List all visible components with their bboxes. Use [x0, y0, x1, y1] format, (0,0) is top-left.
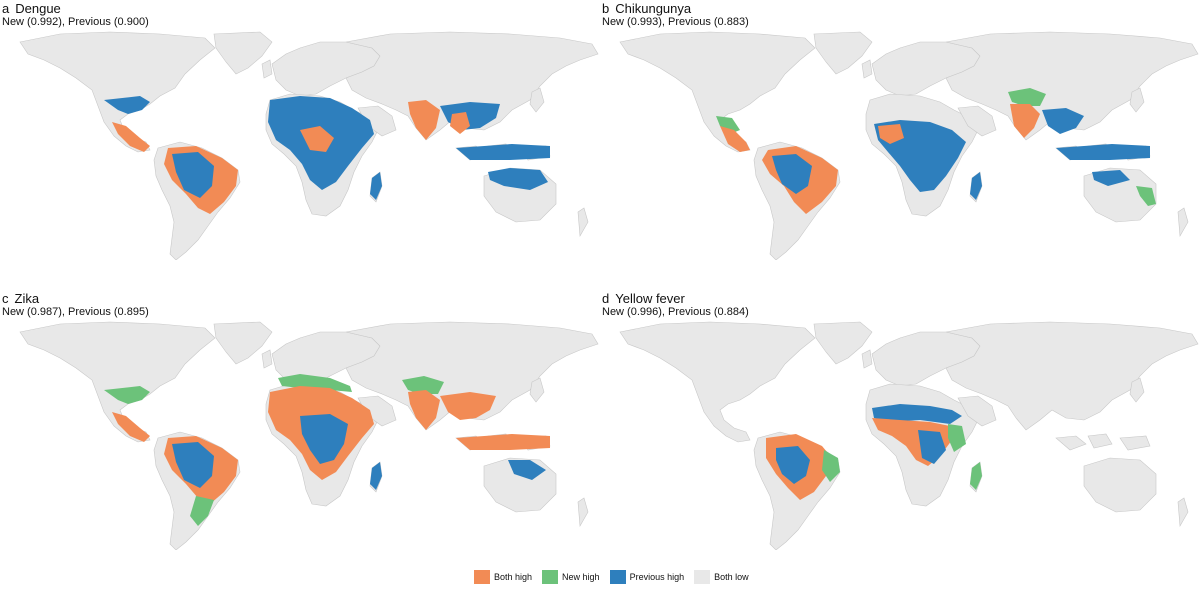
dengue-map: [19, 31, 599, 260]
panel-subtitle: New (0.987), Previous (0.895): [2, 306, 149, 318]
legend-item-both-low: Both low: [694, 570, 749, 584]
region-both-high: [300, 126, 334, 152]
region-previous-high: [370, 172, 382, 200]
panel-title: d Yellow fever: [602, 291, 685, 306]
panel-yellow-fever: d Yellow fever New (0.996), Previous (0.8…: [600, 290, 1200, 580]
region-both-high: [112, 412, 150, 442]
region-previous-high: [776, 446, 810, 484]
legend-swatch-both-high: [474, 570, 490, 584]
legend-swatch-new-high: [542, 570, 559, 584]
region-previous-high: [104, 96, 150, 114]
legend-swatch-previous-high: [609, 570, 626, 584]
region-previous-high: [370, 462, 382, 490]
region-previous-high: [1042, 108, 1084, 134]
region-new-high: [822, 450, 840, 482]
legend-item-new-high: New high: [542, 570, 600, 584]
region-both-high: [720, 126, 750, 152]
region-previous-high: [918, 430, 946, 464]
legend-label: Both high: [494, 572, 533, 582]
region-new-high: [970, 462, 982, 490]
region-new-high: [948, 424, 966, 452]
region-new-high: [716, 116, 740, 134]
panel-subtitle: New (0.992), Previous (0.900): [2, 16, 149, 28]
legend-item-both-high: Both high: [474, 570, 532, 584]
chikungunya-map: [619, 31, 1199, 260]
region-previous-high: [1092, 170, 1130, 186]
region-previous-high: [1056, 144, 1150, 160]
region-new-high: [190, 496, 214, 526]
panel-title: b Chikungunya: [602, 1, 692, 16]
panel-title: a Dengue: [2, 1, 61, 16]
panel-subtitle: New (0.996), Previous (0.884): [602, 306, 749, 318]
map-legend: Both high New high Previous high Both lo…: [474, 569, 759, 585]
region-both-high: [878, 124, 904, 144]
region-both-high: [408, 390, 440, 430]
region-new-high: [104, 386, 150, 404]
region-both-high: [1010, 104, 1040, 138]
panel-zika: c Zika New (0.987), Previous (0.895): [0, 290, 600, 580]
zika-map: [19, 321, 599, 550]
region-previous-high: [172, 442, 214, 488]
region-previous-high: [488, 168, 548, 190]
region-both-high: [440, 392, 496, 420]
region-previous-high: [772, 154, 812, 194]
panel-dengue: a Dengue New (0.992), Previous (0.900): [0, 0, 600, 290]
region-previous-high: [872, 404, 962, 424]
region-previous-high: [970, 172, 982, 200]
legend-label: New high: [562, 572, 600, 582]
region-both-high: [112, 122, 150, 152]
region-new-high: [1008, 88, 1046, 106]
region-both-high: [408, 100, 440, 140]
legend-label: Previous high: [629, 572, 685, 582]
region-both-high: [450, 112, 470, 134]
panel-chikungunya: b Chikungunya New (0.993), Previous (0.88…: [600, 0, 1200, 290]
region-new-high: [1136, 186, 1156, 206]
region-new-high: [402, 376, 444, 394]
region-previous-high: [508, 460, 546, 480]
yellow-fever-map: [619, 321, 1199, 550]
legend-label: Both low: [714, 572, 749, 582]
region-previous-high: [300, 414, 348, 464]
legend-item-previous-high: Previous high: [609, 570, 685, 584]
region-both-high: [456, 434, 550, 450]
panel-title: c Zika: [2, 291, 40, 306]
region-previous-high: [172, 152, 214, 198]
legend-swatch-both-low: [694, 570, 711, 584]
region-previous-high: [456, 144, 550, 160]
panel-subtitle: New (0.993), Previous (0.883): [602, 16, 749, 28]
